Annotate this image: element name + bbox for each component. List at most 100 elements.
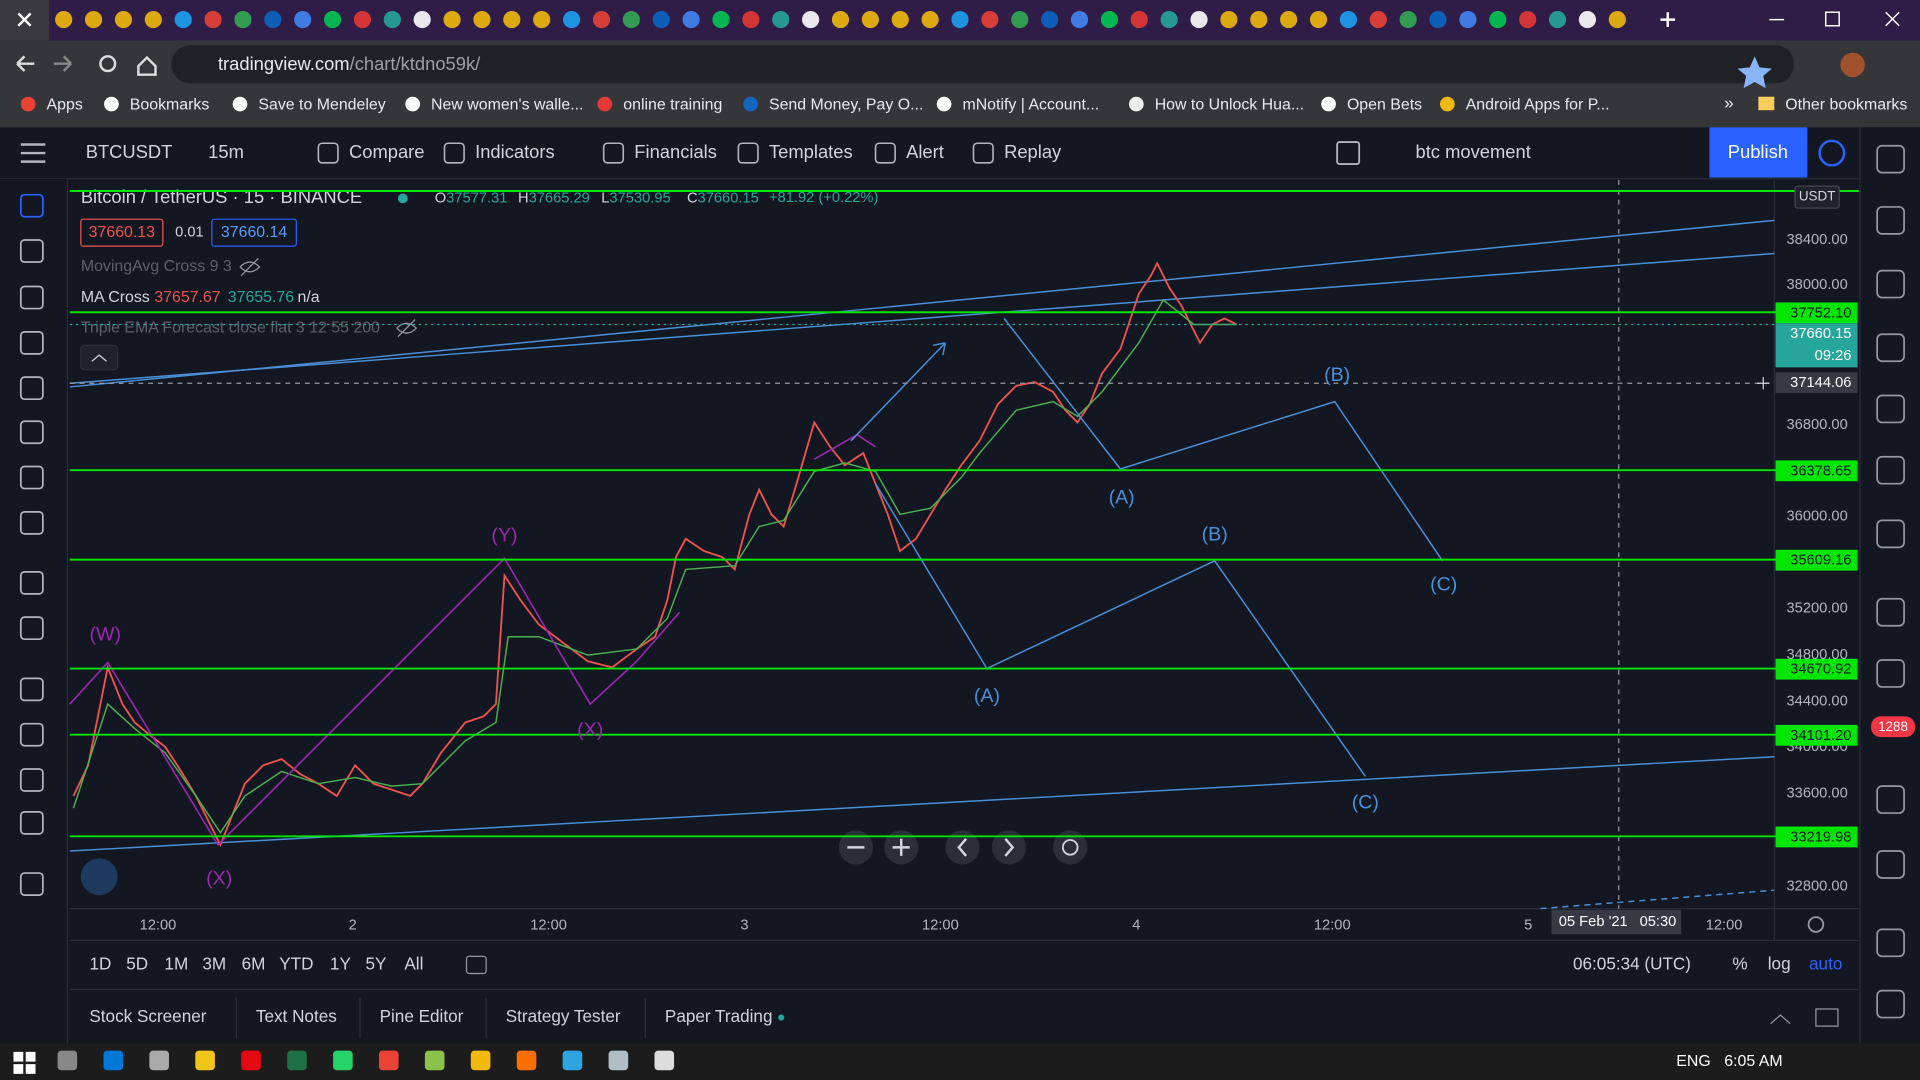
- panel-tab[interactable]: Text Notes: [256, 1006, 337, 1026]
- tab-favicon[interactable]: [1041, 11, 1059, 29]
- symbol-search[interactable]: BTCUSDT: [86, 141, 173, 162]
- widget-button[interactable]: [1876, 269, 1905, 299]
- tab-favicon[interactable]: [802, 11, 820, 29]
- drawing-tool[interactable]: [19, 616, 44, 641]
- scale-option[interactable]: auto: [1809, 953, 1842, 973]
- widget-button[interactable]: [1876, 785, 1905, 814]
- taskbar-app[interactable]: [57, 1050, 78, 1071]
- toolbar-button[interactable]: Templates: [769, 141, 853, 162]
- maximize-panel[interactable]: [1815, 1008, 1839, 1027]
- widget-button[interactable]: [1876, 989, 1905, 1019]
- widget-button[interactable]: [1876, 144, 1905, 174]
- tab-favicon[interactable]: [1459, 11, 1477, 29]
- range-button[interactable]: 1M: [164, 953, 188, 973]
- tab-favicon[interactable]: [383, 11, 401, 29]
- tab-favicon[interactable]: [1578, 11, 1596, 29]
- other-bookmarks[interactable]: Other bookmarks: [1785, 97, 1907, 114]
- replay-icon[interactable]: [1818, 139, 1846, 167]
- tab-favicon[interactable]: [294, 11, 312, 29]
- taskbar-app[interactable]: [195, 1050, 215, 1071]
- start-button[interactable]: [13, 1051, 36, 1074]
- address-bar[interactable]: [171, 45, 1794, 84]
- widget-button[interactable]: [1876, 850, 1905, 879]
- toolbar-button[interactable]: Alert: [906, 141, 944, 162]
- layout-icon[interactable]: [1336, 141, 1361, 165]
- panel-tab[interactable]: Paper Trading: [665, 1006, 773, 1026]
- forward-button[interactable]: [53, 55, 72, 72]
- tab-favicon[interactable]: [772, 11, 790, 29]
- tab-favicon[interactable]: [831, 11, 850, 29]
- tab-favicon[interactable]: [144, 11, 162, 29]
- widget-button[interactable]: [1876, 333, 1905, 363]
- reset-chart[interactable]: [1053, 830, 1088, 865]
- tab-favicon[interactable]: [174, 11, 192, 29]
- range-button[interactable]: 1D: [89, 953, 111, 973]
- tab-favicon[interactable]: [1190, 11, 1208, 29]
- bookmark[interactable]: New women's walle...: [431, 97, 583, 114]
- tab-favicon[interactable]: [1100, 11, 1118, 29]
- collapse-legend[interactable]: [80, 344, 119, 371]
- scroll-right[interactable]: [991, 830, 1027, 865]
- widget-button[interactable]: [1876, 928, 1905, 958]
- layout-name[interactable]: btc movement: [1416, 141, 1531, 162]
- bookmark[interactable]: Android Apps for P...: [1466, 97, 1610, 114]
- bookmark[interactable]: Open Bets: [1347, 97, 1422, 114]
- widget-button[interactable]: [1876, 659, 1905, 688]
- tab-favicon[interactable]: [891, 11, 909, 29]
- range-button[interactable]: 1Y: [330, 953, 352, 973]
- bookmark[interactable]: Send Money, Pay O...: [769, 97, 923, 114]
- tab-favicon[interactable]: [1280, 11, 1298, 29]
- tab-favicon[interactable]: [592, 11, 611, 29]
- panel-tab[interactable]: Stock Screener: [89, 1006, 206, 1026]
- tab-favicon[interactable]: [84, 11, 103, 29]
- plus-icon[interactable]: [1757, 377, 1770, 390]
- scale-option[interactable]: %: [1732, 953, 1747, 973]
- tab-favicon[interactable]: [563, 11, 581, 29]
- bid-box[interactable]: [80, 218, 164, 247]
- drawing-tool[interactable]: [19, 285, 44, 310]
- drawing-tool[interactable]: [19, 510, 44, 535]
- scale-option[interactable]: log: [1768, 953, 1791, 973]
- interval[interactable]: 15m: [208, 141, 244, 162]
- tab-favicon[interactable]: [1548, 11, 1567, 29]
- widget-button[interactable]: [1876, 455, 1905, 485]
- drawing-tool[interactable]: [19, 810, 44, 835]
- drawing-tool[interactable]: [19, 330, 44, 355]
- star-icon[interactable]: [1737, 56, 1772, 89]
- bookmark[interactable]: mNotify | Account...: [962, 97, 1099, 114]
- drawing-tool[interactable]: [19, 239, 44, 263]
- taskbar-app[interactable]: [654, 1050, 675, 1071]
- drawing-tool[interactable]: [19, 465, 44, 490]
- tab-favicon[interactable]: [114, 11, 132, 29]
- taskbar-app[interactable]: [333, 1050, 353, 1071]
- taskbar-app[interactable]: [103, 1050, 124, 1071]
- bookmark[interactable]: Apps: [47, 97, 83, 114]
- widget-button[interactable]: [1876, 519, 1905, 549]
- range-button[interactable]: 6M: [242, 953, 266, 973]
- taskbar-app[interactable]: [562, 1050, 583, 1071]
- collapse-panel[interactable]: [1770, 1014, 1791, 1025]
- bookmark[interactable]: Bookmarks: [130, 97, 210, 114]
- tab-favicon[interactable]: [55, 11, 73, 29]
- range-button[interactable]: 3M: [202, 953, 226, 973]
- home-button[interactable]: [137, 55, 157, 76]
- drawing-tool[interactable]: [19, 768, 44, 792]
- tab-favicon[interactable]: [1489, 11, 1507, 29]
- tab-favicon[interactable]: [742, 11, 760, 29]
- taskbar-app[interactable]: [378, 1050, 399, 1071]
- taskbar-app[interactable]: [287, 1050, 307, 1071]
- tab-favicon[interactable]: [921, 11, 939, 29]
- tab-favicon[interactable]: [1160, 11, 1178, 29]
- scroll-left[interactable]: [945, 830, 980, 865]
- taskbar-app[interactable]: [470, 1050, 491, 1071]
- tab-favicon[interactable]: [1011, 11, 1029, 29]
- taskbar-app[interactable]: [241, 1050, 261, 1071]
- tab-favicon[interactable]: [951, 11, 969, 29]
- widget-button[interactable]: [1876, 597, 1905, 627]
- tab-favicon[interactable]: [981, 11, 999, 29]
- tab-favicon[interactable]: [1250, 11, 1268, 29]
- new-tab[interactable]: [1660, 12, 1676, 27]
- tab-favicon[interactable]: [1130, 11, 1148, 29]
- taskbar-app[interactable]: [424, 1050, 445, 1071]
- tab-favicon[interactable]: [1399, 11, 1417, 29]
